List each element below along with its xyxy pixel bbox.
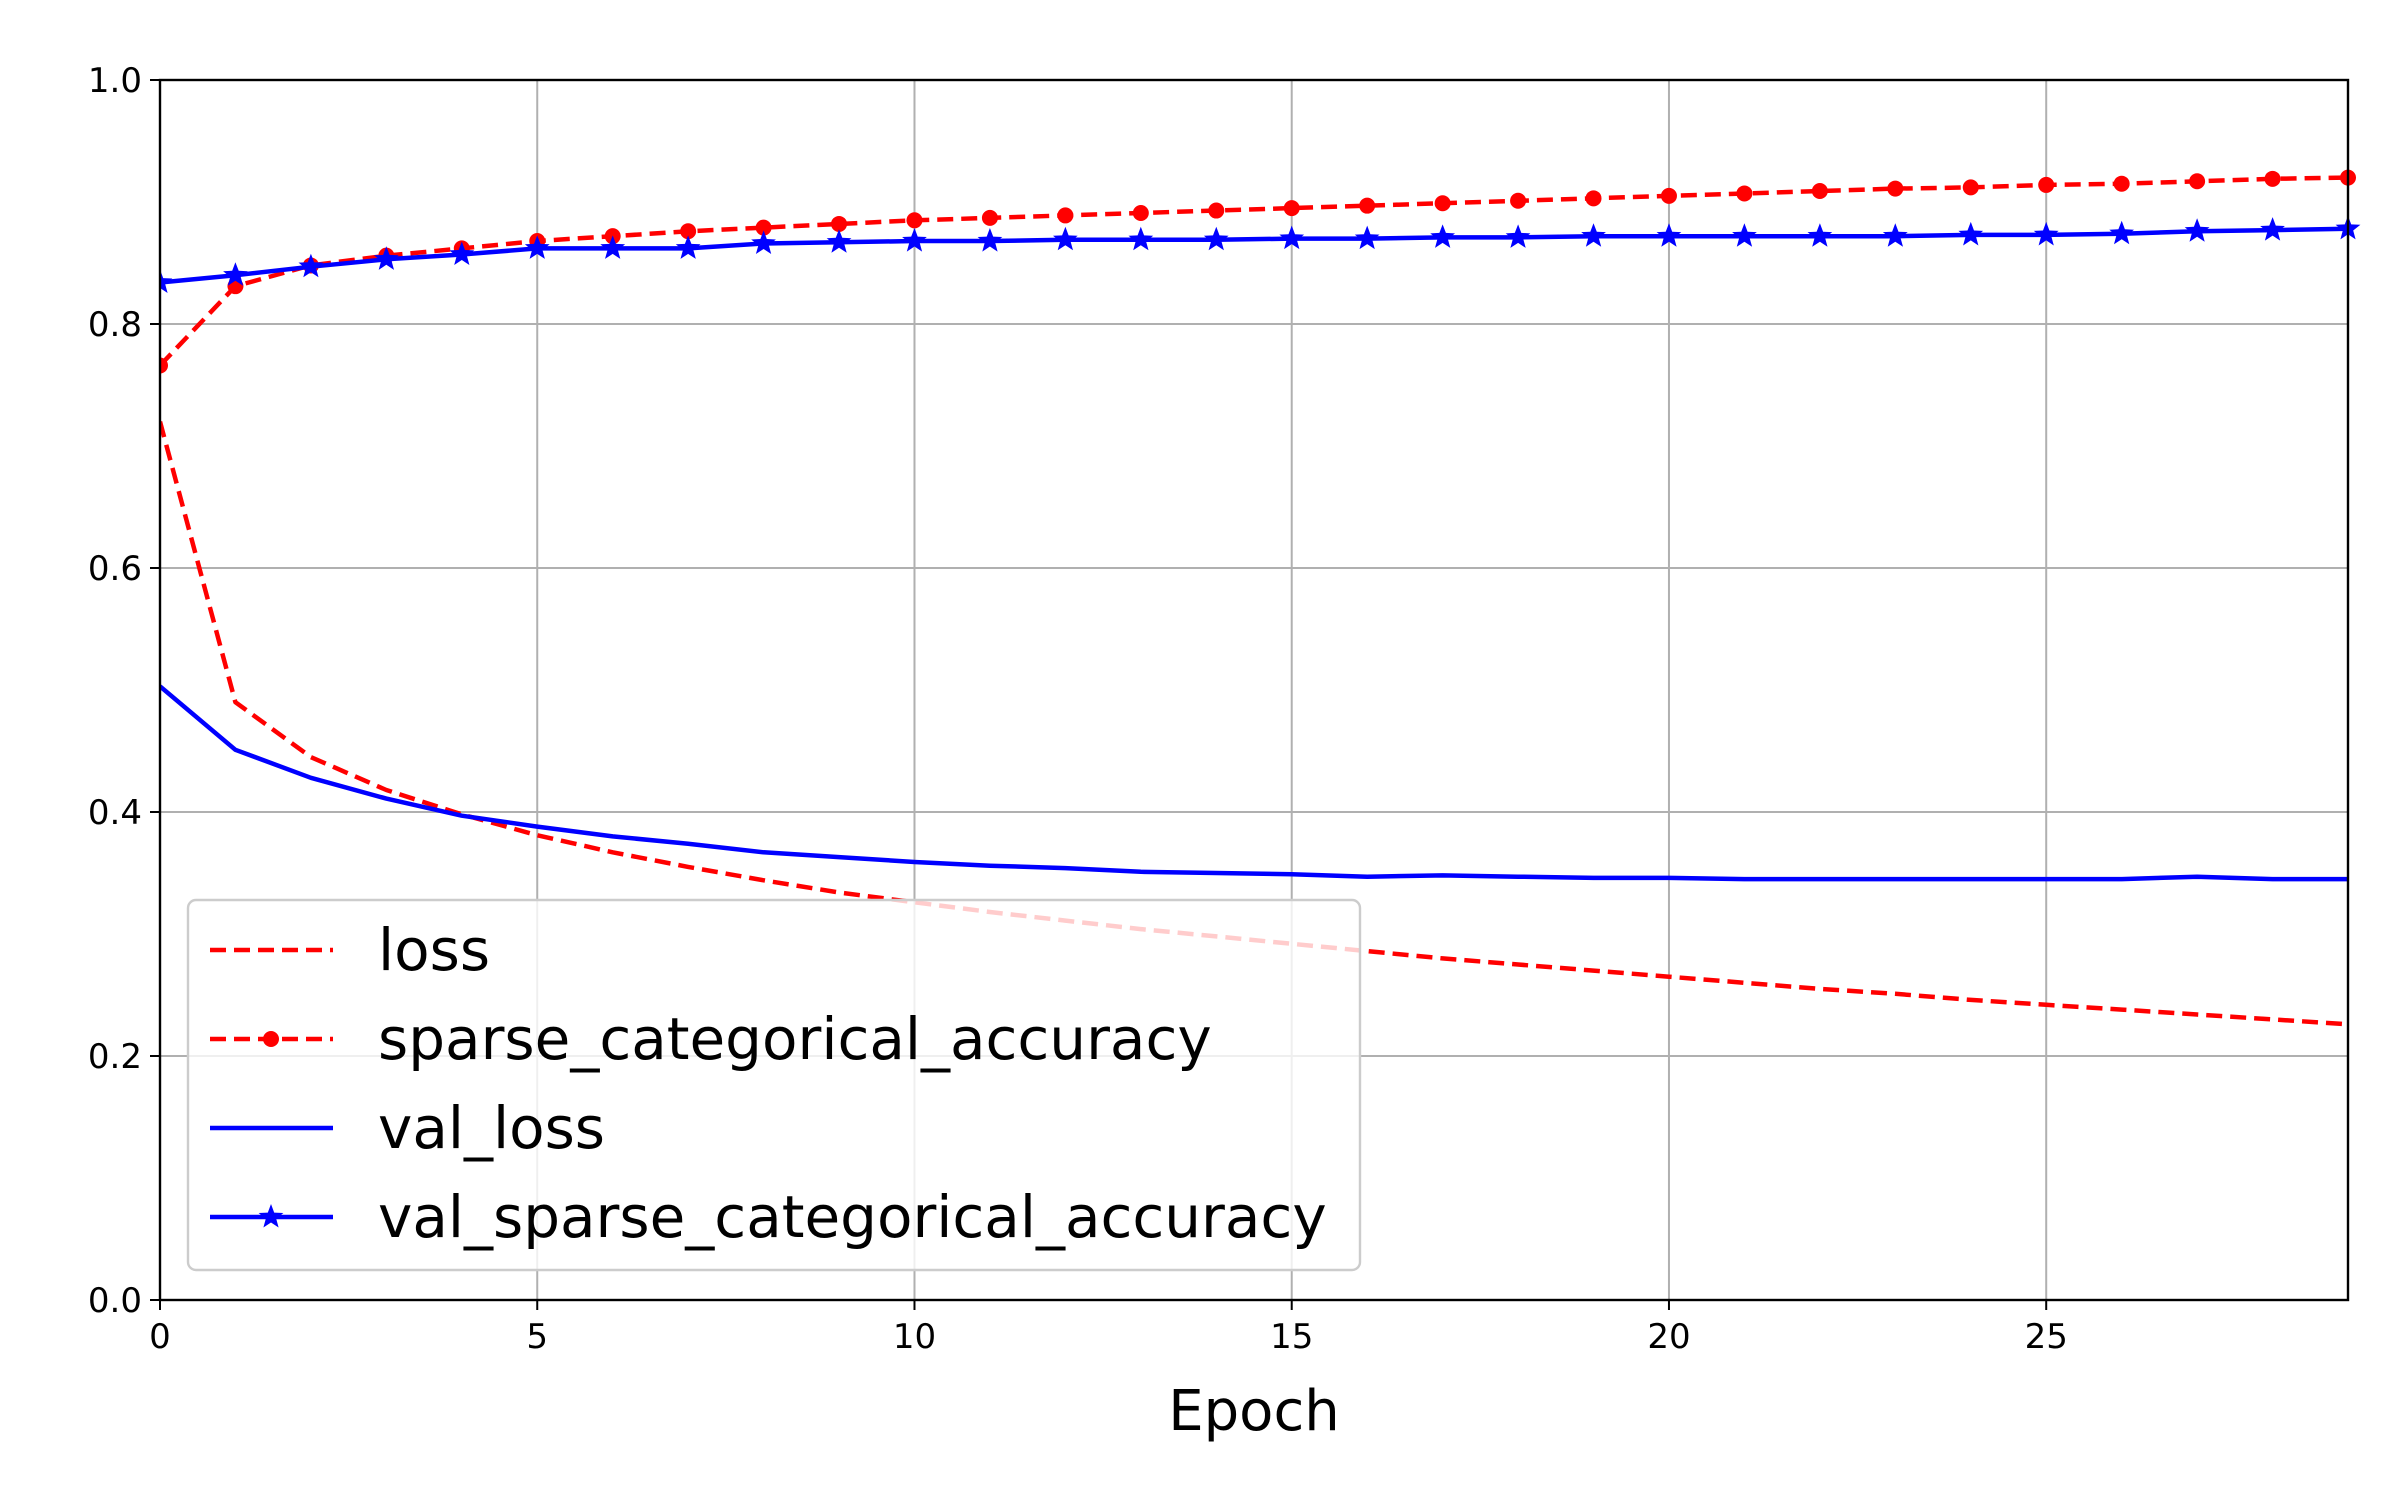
legend-box: [186, 898, 1362, 1272]
legend-entry: sparse_categorical_accuracy: [210, 1005, 1212, 1073]
x-tick-label: 5: [526, 1317, 548, 1357]
x-tick-label: 10: [893, 1317, 936, 1357]
data-point: [906, 212, 923, 229]
data-point: [1732, 223, 1757, 247]
y-tick-label: 1.0: [88, 61, 142, 101]
x-axis-title: Epoch: [1168, 1379, 1339, 1444]
data-point: [1132, 204, 1149, 221]
data-point: [1958, 221, 1984, 246]
axis-ticks: 0 5 10 15 20 25 0.0 0.2 0.4 0.6 0.8 1.0: [88, 61, 2068, 1357]
legend-marker: [258, 1204, 284, 1228]
data-point: [1359, 197, 1376, 214]
series-val_sparse_categorical_accuracy: [160, 215, 2361, 293]
plot-frame: [158, 78, 2350, 1302]
data-point: [1736, 185, 1753, 202]
data-point: [1581, 223, 1606, 247]
legend-label: loss: [378, 916, 490, 984]
legend-entry: val_sparse_categorical_accuracy: [210, 1183, 1327, 1251]
data-point: [680, 223, 697, 240]
data-point: [1208, 202, 1225, 219]
y-tick-label: 0.0: [88, 1281, 142, 1321]
data-point: [1203, 226, 1229, 251]
legend: loss sparse_categorical_accuracy val_lossv…: [186, 898, 1362, 1272]
data-point: [675, 235, 701, 259]
legend-label: val_loss: [378, 1094, 605, 1162]
data-point: [2260, 217, 2285, 241]
data-point: [1811, 183, 1828, 200]
legend-marker: [263, 1031, 279, 1047]
y-tick-label: 0.8: [88, 305, 142, 345]
data-point: [1660, 187, 1677, 204]
data-point: [2184, 218, 2210, 242]
x-tick-label: 20: [1647, 1317, 1690, 1357]
legend-label: val_sparse_categorical_accuracy: [378, 1183, 1327, 1251]
data-point: [1053, 226, 1078, 251]
data-point: [298, 253, 324, 278]
data-point: [981, 209, 998, 226]
data-point: [1057, 207, 1074, 224]
y-tick-label: 0.2: [88, 1037, 142, 1077]
data-point: [751, 230, 776, 254]
series-val_loss: [160, 684, 2348, 882]
series-line: [160, 226, 2349, 285]
y-tick-label: 0.6: [88, 549, 142, 589]
data-point: [160, 357, 168, 374]
data-point: [1128, 226, 1154, 251]
data-point: [1807, 223, 1833, 247]
series-line: [160, 175, 2349, 368]
series-line: [160, 684, 2348, 882]
data-point: [1354, 225, 1380, 250]
data-point: [755, 219, 772, 236]
data-point: [1283, 200, 1300, 217]
data-point: [2189, 173, 2206, 190]
x-tick-label: 15: [1270, 1317, 1313, 1357]
data-point: [902, 228, 927, 252]
data-point: [1585, 190, 1602, 207]
data-point: [1882, 223, 1908, 247]
data-point: [374, 246, 399, 270]
data-point: [600, 235, 626, 259]
data-point: [2038, 176, 2055, 193]
data-point: [831, 215, 848, 232]
data-point: [1279, 225, 1305, 250]
data-point: [2264, 170, 2281, 187]
data-point: [1510, 192, 1527, 209]
y-tick-label: 0.4: [88, 793, 142, 833]
data-point: [2113, 175, 2130, 192]
x-tick-label: 25: [2025, 1317, 2068, 1357]
data-point: [1430, 224, 1455, 248]
data-point: [1656, 223, 1682, 247]
legend-label: sparse_categorical_accuracy: [378, 1005, 1212, 1073]
data-point: [1434, 195, 1451, 212]
legend-entry: val_loss: [210, 1094, 605, 1162]
data-point: [223, 262, 248, 286]
legend-entry: loss: [210, 916, 490, 984]
data-point: [160, 269, 173, 293]
data-point: [2033, 221, 2059, 246]
data-point: [2109, 220, 2134, 245]
data-point: [1962, 179, 1979, 196]
data-point: [449, 241, 475, 265]
data-point: [1887, 180, 1904, 197]
x-tick-label: 0: [149, 1317, 171, 1357]
data-point: [826, 229, 852, 253]
data-point: [524, 235, 550, 259]
data-point: [1505, 224, 1531, 248]
data-point: [977, 228, 1003, 252]
